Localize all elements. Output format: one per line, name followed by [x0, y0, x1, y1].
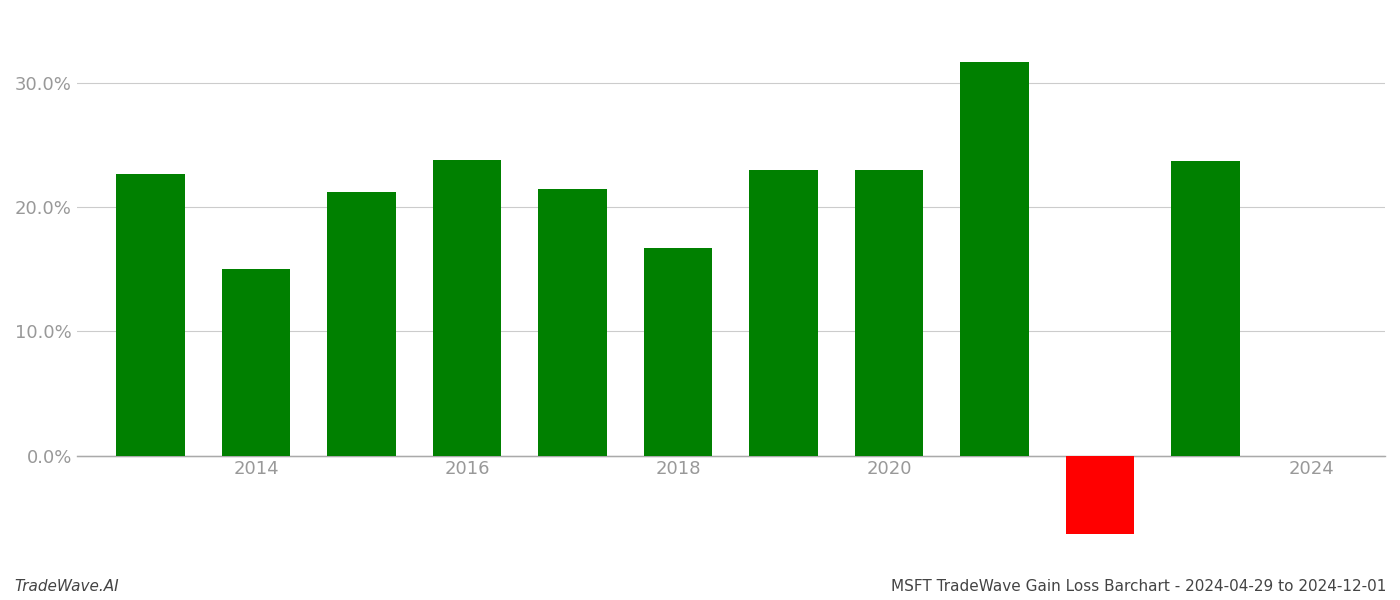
Bar	[960, 62, 1029, 455]
Text: MSFT TradeWave Gain Loss Barchart - 2024-04-29 to 2024-12-01: MSFT TradeWave Gain Loss Barchart - 2024…	[890, 579, 1386, 594]
Text: TradeWave.AI: TradeWave.AI	[14, 579, 119, 594]
Bar	[855, 170, 924, 455]
Bar	[1172, 161, 1240, 455]
Bar	[539, 189, 606, 455]
Bar	[433, 160, 501, 455]
Bar	[328, 193, 396, 455]
Bar	[221, 269, 290, 455]
Bar	[644, 248, 713, 455]
Bar	[749, 170, 818, 455]
Bar	[1065, 455, 1134, 534]
Bar	[116, 174, 185, 455]
